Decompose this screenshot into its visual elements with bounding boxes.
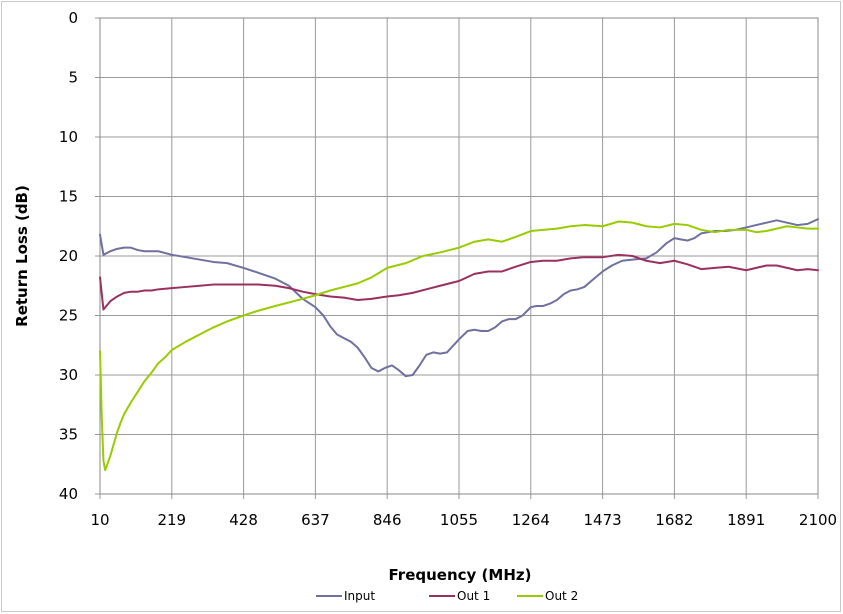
x-tick-label: 637 xyxy=(301,511,330,529)
y-tick-label: 0 xyxy=(68,9,78,27)
y-tick-label: 20 xyxy=(59,247,78,265)
series-lines xyxy=(99,218,819,472)
series-line-input xyxy=(99,218,819,378)
legend-item-input: Input xyxy=(316,589,375,603)
x-tick-label: 2100 xyxy=(799,511,837,529)
y-tick-label: 10 xyxy=(59,128,78,146)
x-tick-label: 219 xyxy=(157,511,186,529)
x-tick-label: 1473 xyxy=(584,511,622,529)
x-tick-label: 1682 xyxy=(655,511,693,529)
y-tick-label: 5 xyxy=(68,69,78,87)
legend-label: Out 1 xyxy=(457,589,490,603)
grid xyxy=(95,17,819,499)
x-axis-title: Frequency (MHz) xyxy=(389,566,532,584)
y-tick-labels: 0 5 10 15 20 25 30 35 40 xyxy=(59,9,78,503)
legend: Input Out 1 Out 2 xyxy=(316,589,578,603)
y-tick-label: 25 xyxy=(59,307,78,325)
x-tick-label: 10 xyxy=(90,511,109,529)
legend-item-out-1: Out 1 xyxy=(429,589,490,603)
x-tick-label: 1891 xyxy=(727,511,765,529)
x-tick-label: 1055 xyxy=(440,511,478,529)
legend-item-out-2: Out 2 xyxy=(517,589,578,603)
x-tick-label: 846 xyxy=(373,511,402,529)
series-line-out-1 xyxy=(99,253,819,311)
y-tick-label: 15 xyxy=(59,188,78,206)
x-tick-label: 428 xyxy=(229,511,258,529)
y-tick-label: 30 xyxy=(59,366,78,384)
legend-label: Input xyxy=(344,589,375,603)
series-line-out-2 xyxy=(99,220,819,472)
plot-area-border xyxy=(99,17,819,495)
legend-label: Out 2 xyxy=(545,589,578,603)
y-axis-title: Return Loss (dB) xyxy=(13,185,31,327)
x-tick-label: 1264 xyxy=(512,511,550,529)
y-tick-label: 40 xyxy=(59,485,78,503)
x-tick-labels: 10 219 428 637 846 1055 1264 1473 1682 1891 2100 xyxy=(90,511,837,529)
y-tick-label: 35 xyxy=(59,426,78,444)
